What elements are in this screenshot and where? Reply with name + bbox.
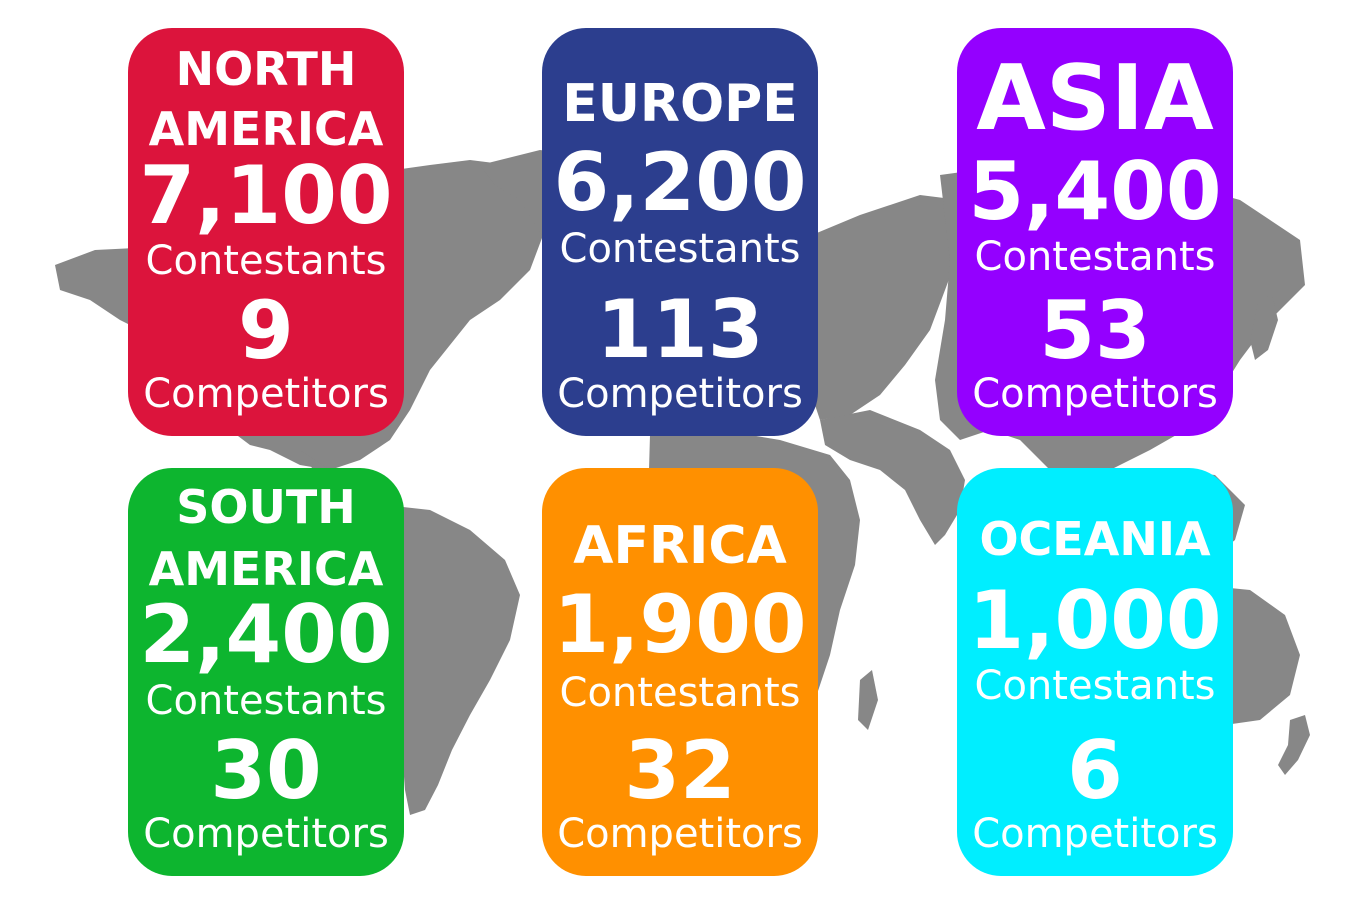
- competitors-label: Competitors: [972, 811, 1218, 857]
- region-name-line2: AMERICA: [148, 542, 384, 596]
- contestants-count: 1,900: [553, 578, 807, 671]
- region-card-oceania: OCEANIA 1,000 Contestants 6 Competitors: [957, 468, 1233, 876]
- region-card-africa: AFRICA 1,900 Contestants 32 Competitors: [542, 468, 818, 876]
- south-asia-shape: [820, 410, 965, 545]
- region-card-north-america: NORTH AMERICA 7,100 Contestants 9 Compet…: [128, 28, 404, 436]
- region-name: AFRICA: [573, 516, 787, 576]
- region-name: EUROPE: [562, 74, 798, 134]
- region-card-south-america: SOUTH AMERICA 2,400 Contestants 30 Compe…: [128, 468, 404, 876]
- contestants-label: Contestants: [145, 678, 387, 724]
- competitors-label: Competitors: [972, 371, 1218, 417]
- region-name: OCEANIA: [979, 512, 1211, 566]
- region-name-line1: SOUTH: [176, 480, 356, 534]
- contestants-count: 2,400: [139, 588, 393, 681]
- japan-shape: [1250, 295, 1278, 360]
- competitors-count: 6: [1067, 724, 1123, 817]
- region-name: ASIA: [976, 46, 1214, 151]
- contestants-label: Contestants: [974, 234, 1216, 280]
- contestants-label: Contestants: [559, 226, 801, 272]
- madagascar-shape: [858, 670, 878, 730]
- contestants-count: 6,200: [553, 136, 807, 229]
- contestants-label: Contestants: [145, 238, 387, 284]
- region-card-europe: EUROPE 6,200 Contestants 113 Competitors: [542, 28, 818, 436]
- competitors-count: 53: [1039, 284, 1151, 377]
- competitors-label: Competitors: [143, 371, 389, 417]
- new-zealand-shape: [1278, 715, 1310, 775]
- contestants-label: Contestants: [974, 663, 1216, 709]
- contestants-label: Contestants: [559, 670, 801, 716]
- competitors-count: 30: [210, 724, 322, 817]
- region-name-line1: NORTH: [175, 42, 357, 96]
- contestants-count: 7,100: [139, 149, 393, 242]
- competitors-count: 32: [624, 724, 736, 817]
- contestants-count: 1,000: [968, 574, 1222, 667]
- competitors-label: Competitors: [557, 811, 803, 857]
- region-card-asia: ASIA 5,400 Contestants 53 Competitors: [957, 28, 1233, 436]
- competitors-count: 113: [596, 283, 764, 376]
- contestants-count: 5,400: [968, 145, 1222, 238]
- competitors-count: 9: [238, 284, 294, 377]
- competitors-label: Competitors: [143, 811, 389, 857]
- competitors-label: Competitors: [557, 371, 803, 417]
- south-america-shape: [368, 505, 520, 815]
- region-name-line2: AMERICA: [148, 102, 384, 156]
- europe-shape: [800, 195, 960, 420]
